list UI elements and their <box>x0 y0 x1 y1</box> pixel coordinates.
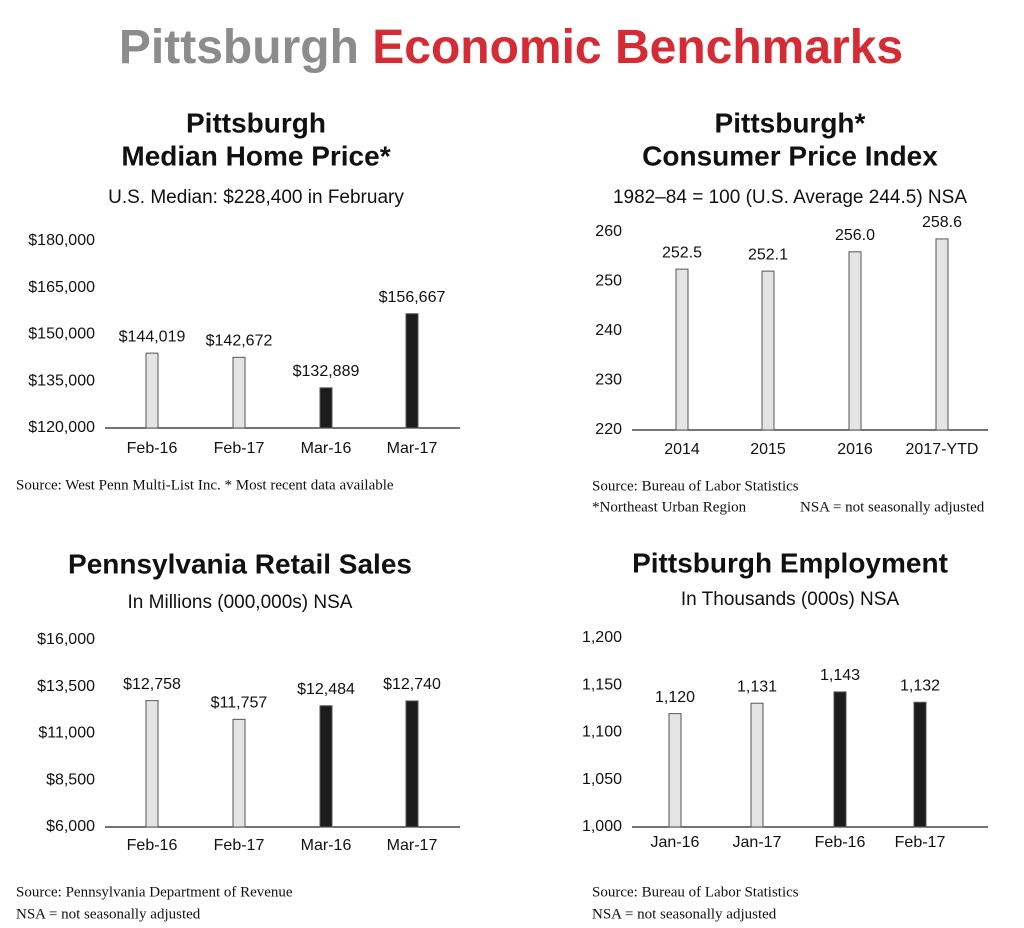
x-tick-label: Mar-16 <box>301 837 352 854</box>
x-tick-label: Feb-16 <box>127 440 178 457</box>
bar <box>145 352 159 429</box>
source-note: Source: West Penn Multi-List Inc. * Most… <box>16 477 394 493</box>
y-tick-label: $150,000 <box>28 326 95 343</box>
value-label: 1,132 <box>900 677 940 694</box>
source-note: NSA = not seasonally adjusted <box>592 906 777 922</box>
bar <box>232 718 246 828</box>
title-part: Economic Benchmarks <box>372 21 903 74</box>
x-tick-label: 2016 <box>837 441 873 458</box>
bar <box>935 238 949 431</box>
value-label: $12,758 <box>123 676 181 693</box>
y-tick-label: 260 <box>595 223 622 240</box>
source-note: Source: Bureau of Labor Statistics <box>592 884 799 900</box>
value-label: $12,740 <box>383 676 441 693</box>
bar <box>405 313 419 429</box>
chart-title: Pittsburgh Employment <box>632 547 948 578</box>
y-tick-label: $6,000 <box>46 818 95 835</box>
value-label: $12,484 <box>297 681 355 698</box>
y-tick-label: $11,000 <box>38 725 95 742</box>
x-tick-label: Feb-17 <box>214 837 265 854</box>
y-tick-label: $165,000 <box>28 279 95 296</box>
y-tick-label: 1,200 <box>582 629 622 646</box>
source-note: Source: Pennsylvania Department of Reven… <box>16 884 293 900</box>
x-tick-label: Feb-17 <box>214 440 265 457</box>
chart-subtitle: In Millions (000,000s) NSA <box>128 592 353 613</box>
x-tick-label: 2017-YTD <box>906 441 979 458</box>
value-label: 252.1 <box>748 246 788 263</box>
x-tick-label: Mar-16 <box>301 440 352 457</box>
y-tick-label: 240 <box>595 322 622 339</box>
page-title: Pittsburgh Economic Benchmarks <box>119 21 903 74</box>
y-tick-label: 1,000 <box>582 818 622 835</box>
chart-title: Consumer Price Index <box>642 140 938 171</box>
source-note: NSA = not seasonally adjusted <box>800 499 985 515</box>
y-tick-label: 250 <box>595 273 622 290</box>
value-label: 1,131 <box>737 678 777 695</box>
x-tick-label: 2014 <box>664 441 700 458</box>
x-tick-label: Feb-16 <box>127 837 178 854</box>
bar <box>833 691 847 828</box>
bar <box>145 700 159 828</box>
value-label: 252.5 <box>662 244 702 261</box>
chart-subtitle: In Thousands (000s) NSA <box>681 589 900 610</box>
source-note: Source: Bureau of Labor Statistics <box>592 478 799 494</box>
value-label: 1,120 <box>655 689 695 706</box>
bar <box>913 701 927 828</box>
bar <box>319 705 333 828</box>
value-label: $156,667 <box>379 289 446 306</box>
bar <box>675 268 689 431</box>
x-tick-label: 2015 <box>750 441 786 458</box>
y-tick-label: 1,100 <box>582 724 622 741</box>
x-tick-label: Feb-17 <box>895 834 946 851</box>
chart-title: Pittsburgh* <box>715 107 866 138</box>
value-label: 1,143 <box>820 667 860 684</box>
chart-subtitle: 1982–84 = 100 (U.S. Average 244.5) NSA <box>613 187 967 208</box>
bar <box>232 356 246 429</box>
value-label: $144,019 <box>119 328 186 345</box>
y-tick-label: $180,000 <box>28 232 95 249</box>
source-note: *Northeast Urban Region <box>592 499 747 515</box>
x-tick-label: Mar-17 <box>387 837 438 854</box>
chart-title: Pittsburgh <box>186 107 326 138</box>
x-tick-label: Jan-16 <box>651 834 700 851</box>
bar <box>405 700 419 828</box>
y-tick-label: 1,150 <box>582 676 622 693</box>
value-label: $142,672 <box>206 333 273 350</box>
bar <box>750 702 764 828</box>
y-tick-label: $120,000 <box>28 419 95 436</box>
chart-title: Median Home Price* <box>121 140 390 171</box>
y-tick-label: 220 <box>595 421 622 438</box>
bar <box>848 251 862 431</box>
bar <box>761 270 775 431</box>
x-tick-label: Jan-17 <box>733 834 782 851</box>
chart-title: Pennsylvania Retail Sales <box>68 548 412 579</box>
chart-subtitle: U.S. Median: $228,400 in February <box>108 187 404 208</box>
y-tick-label: $16,000 <box>37 631 95 648</box>
bar <box>668 713 682 828</box>
bar <box>319 387 333 429</box>
y-tick-label: 230 <box>595 372 622 389</box>
x-tick-label: Mar-17 <box>387 440 438 457</box>
y-tick-label: $8,500 <box>46 771 95 788</box>
y-tick-label: $135,000 <box>28 372 95 389</box>
value-label: 258.6 <box>922 214 962 231</box>
y-tick-label: 1,050 <box>582 771 622 788</box>
value-label: $132,889 <box>293 363 360 380</box>
value-label: $11,757 <box>211 695 268 712</box>
x-tick-label: Feb-16 <box>815 834 866 851</box>
value-label: 256.0 <box>835 227 875 244</box>
title-part: Pittsburgh <box>119 21 359 74</box>
y-tick-label: $13,500 <box>37 678 95 695</box>
source-note: NSA = not seasonally adjusted <box>16 906 201 922</box>
